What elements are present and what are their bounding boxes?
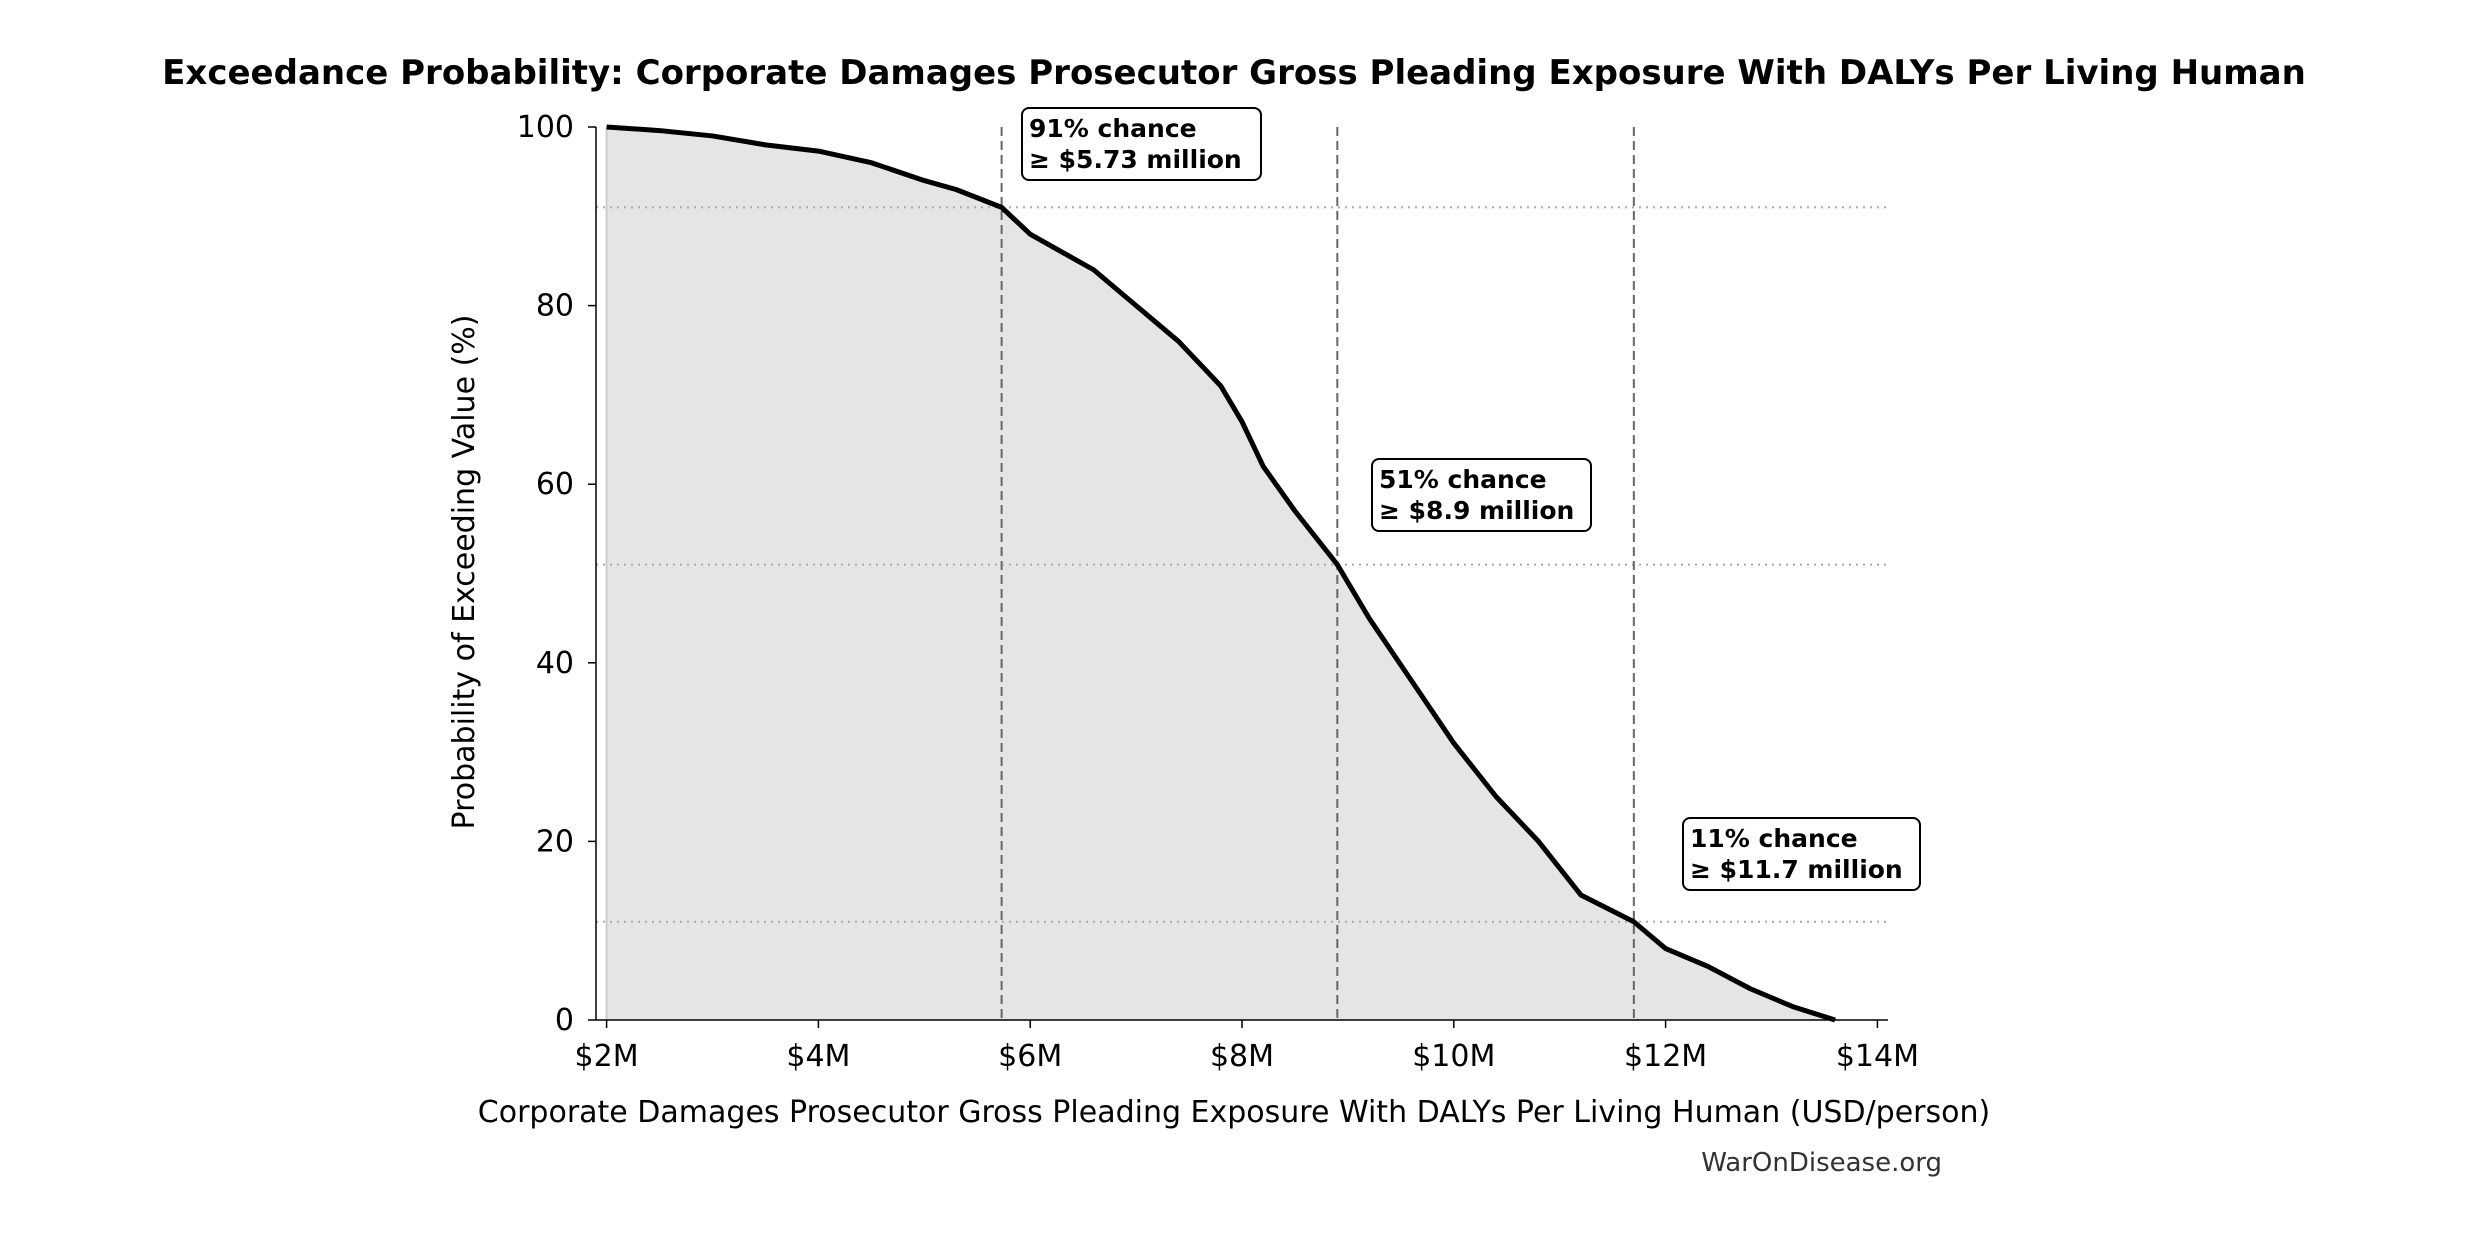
plot-area: $2M $4M $6M $8M $10M $12M $14M 0 20 40 60 80 100 91% … [517,107,1921,1074]
y-tick-label: 60 [536,467,574,502]
annotation-line2-3: ≥ $11.7 million [1690,855,1903,884]
chart-title: Exceedance Probability: Corporate Damage… [162,53,2306,93]
x-tick-label: $2M [575,1039,639,1074]
annotation-line1-2: 51% chance [1379,465,1547,494]
y-tick-label: 20 [536,824,574,859]
x-tick-label: $8M [1210,1039,1274,1074]
annotation-box-3 [1682,817,1921,891]
y-tick-label: 40 [536,646,574,681]
y-tick-label: 80 [536,289,574,324]
annotation-box-1 [1021,107,1262,181]
annotation-line1-3: 11% chance [1690,824,1858,853]
x-tick-label: $12M [1624,1039,1707,1074]
annotation-line1-1: 91% chance [1029,114,1197,143]
x-tick-label: $10M [1412,1039,1495,1074]
x-tick-label: $4M [786,1039,850,1074]
x-tick-label: $14M [1836,1039,1919,1074]
y-axis-label: Probability of Exceeding Value (%) [447,315,482,830]
x-axis-label: Corporate Damages Prosecutor Gross Plead… [478,1095,1990,1130]
annotation-box-2 [1371,458,1592,532]
y-tick-label: 100 [517,110,574,145]
exceedance-line [606,124,1836,1023]
annotation-line2-1: ≥ $5.73 million [1029,145,1242,174]
annotation-line2-2: ≥ $8.9 million [1379,496,1574,525]
y-tick-label: 0 [555,1003,574,1038]
x-tick-label: $6M [998,1039,1062,1074]
area-fill [606,127,1836,1020]
watermark: WarOnDisease.org [1701,1148,1942,1178]
